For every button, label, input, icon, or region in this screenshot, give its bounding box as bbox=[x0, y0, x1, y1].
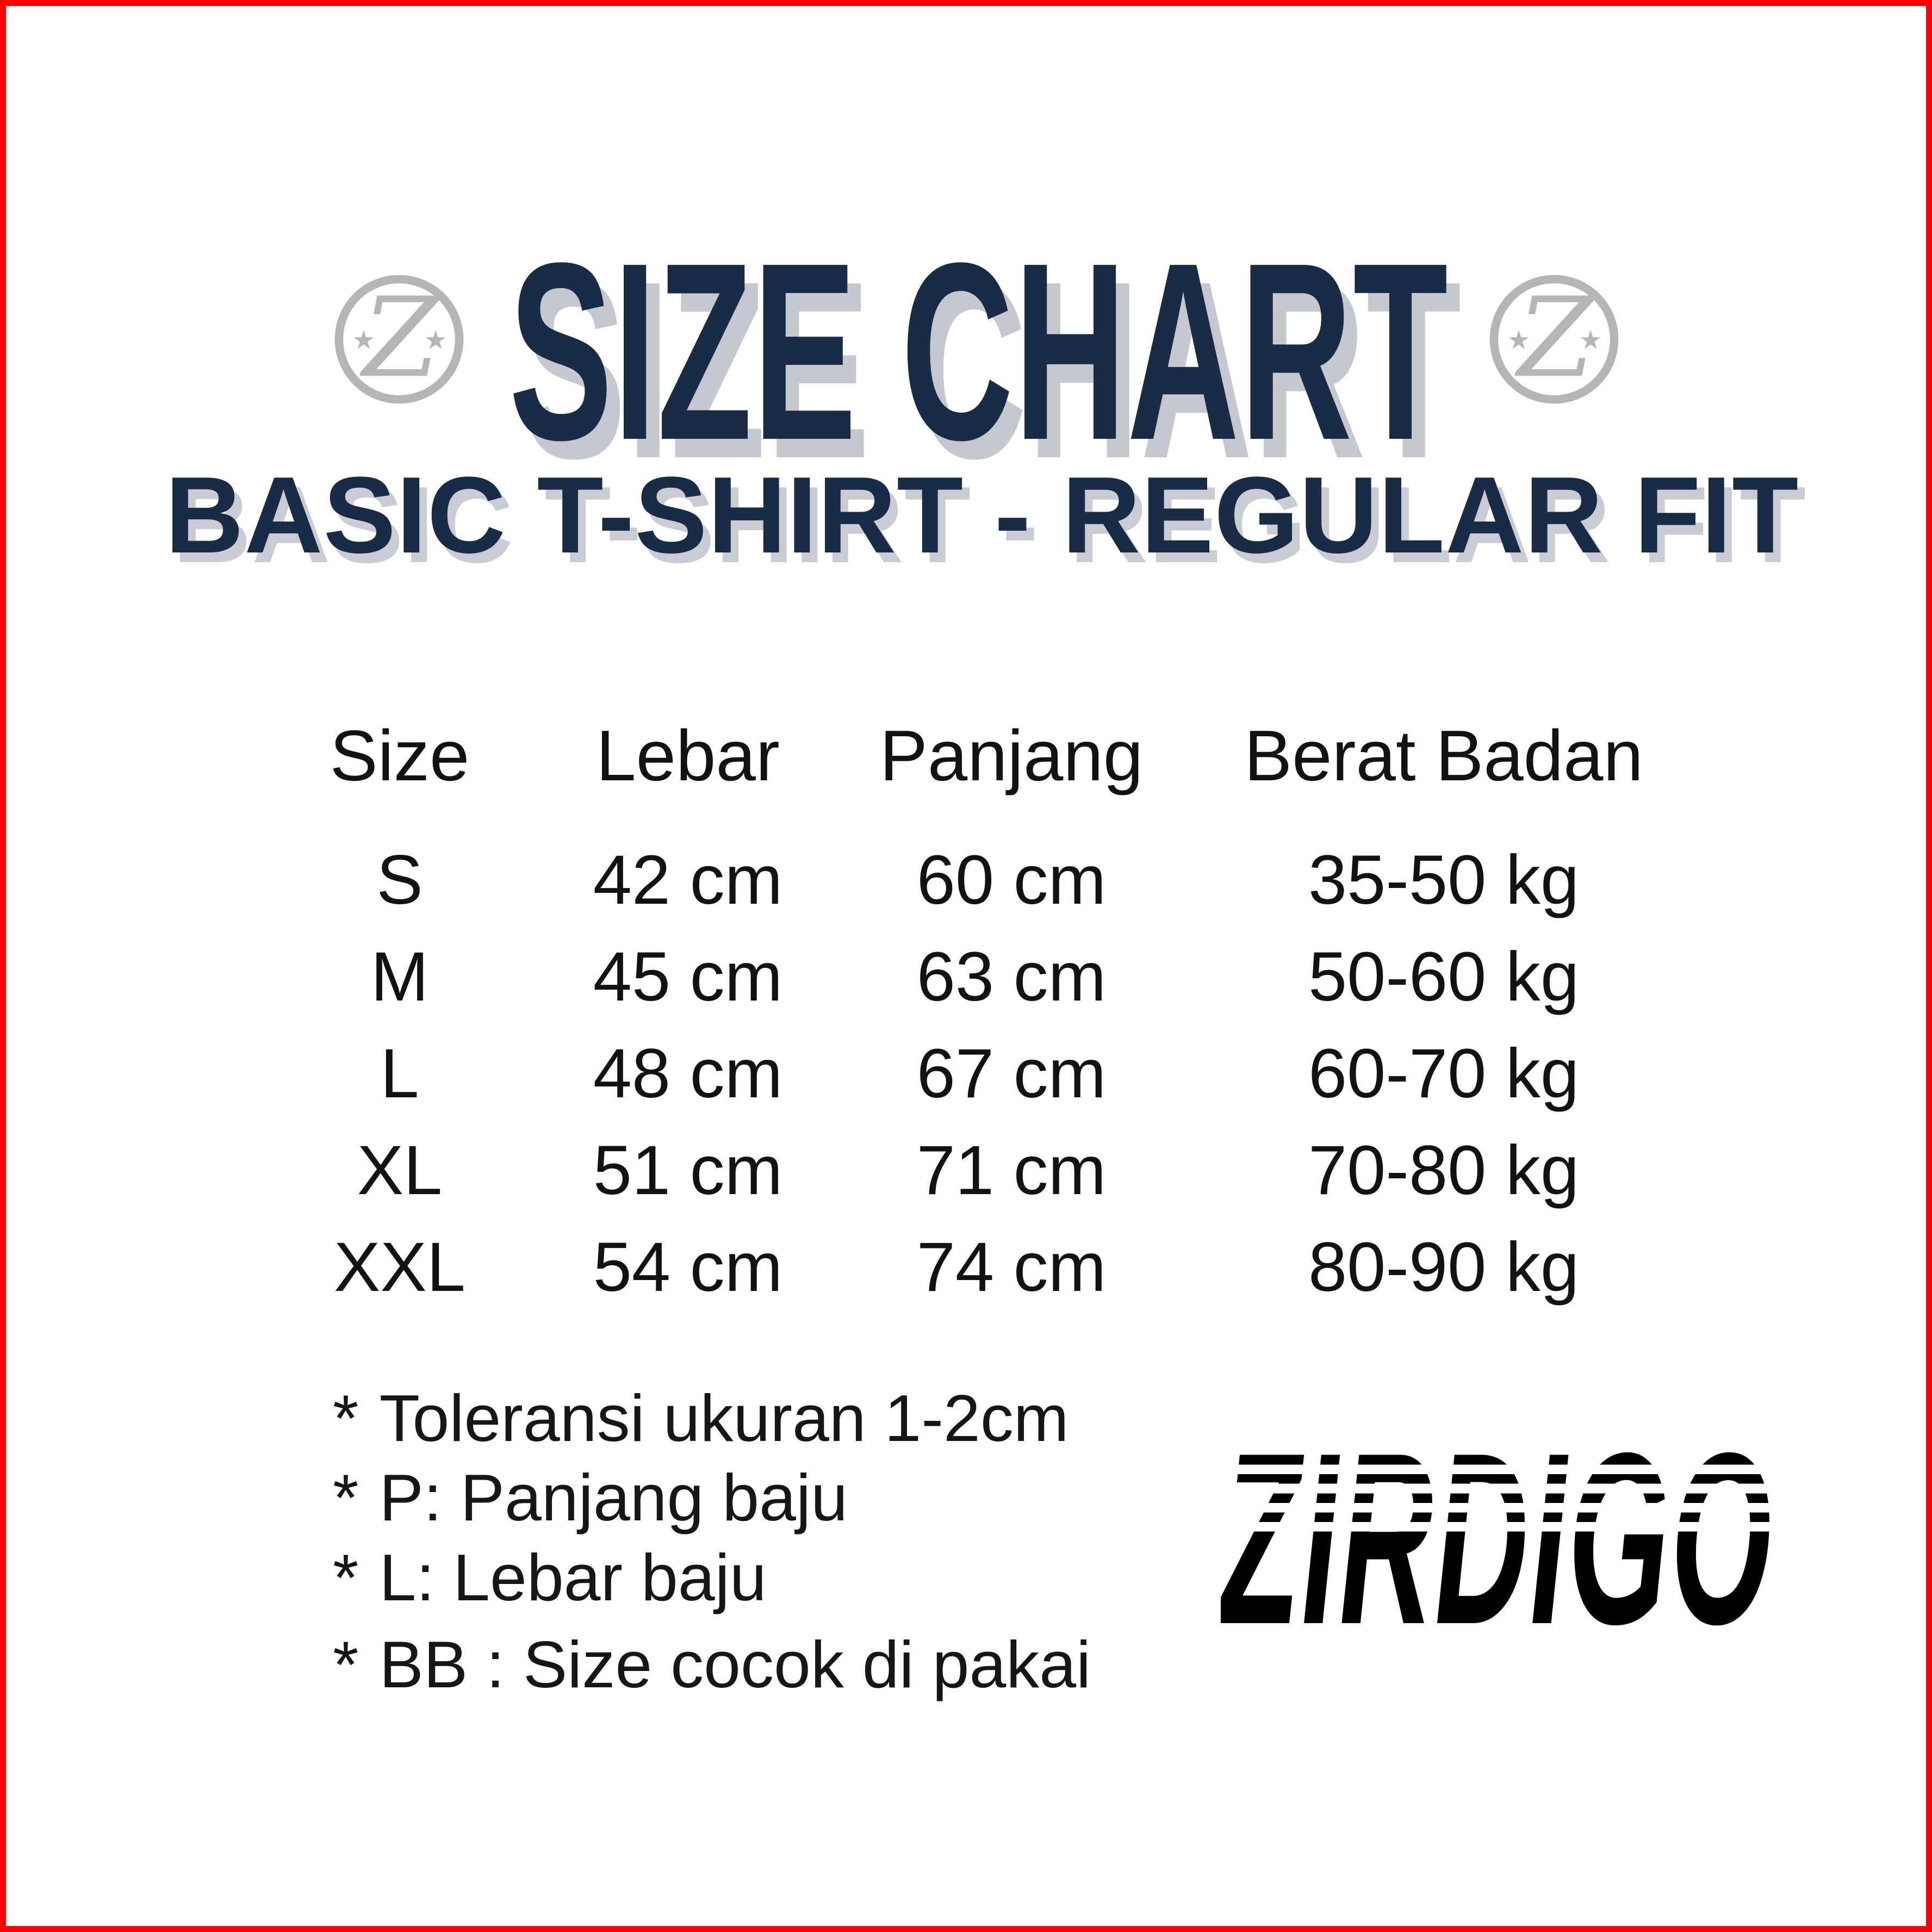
brand-z-badge-left: Z ★ ★ bbox=[334, 274, 464, 404]
table-cell-lebar: 45 cm bbox=[593, 938, 783, 1016]
note-line: * P: Panjang baju bbox=[333, 1459, 1091, 1536]
table-cell-lebar: 42 cm bbox=[593, 841, 783, 919]
size-table: Size Lebar Panjang Berat Badan S 42 cm 6… bbox=[247, 680, 1688, 1316]
table-cell-size: XXL bbox=[334, 1228, 465, 1306]
note-text: BB : Size cocok di pakai bbox=[379, 1627, 1091, 1701]
note-text: L: Lebar baju bbox=[379, 1540, 767, 1614]
asterisk-bullet: * bbox=[333, 1540, 359, 1614]
table-cell-berat: 80-90 kg bbox=[1308, 1228, 1580, 1306]
table-cell-panjang: 74 cm bbox=[916, 1228, 1107, 1306]
table-cell-size: S bbox=[376, 841, 423, 919]
z-monogram-icon: Z bbox=[359, 274, 441, 402]
note-text: Toleransi ukuran 1-2cm bbox=[379, 1381, 1069, 1455]
table-cell-lebar: 54 cm bbox=[593, 1228, 783, 1306]
table-cell-lebar: 51 cm bbox=[593, 1132, 783, 1209]
table-cell-panjang: 63 cm bbox=[916, 938, 1107, 1016]
brand-logo-zirdigo: ZIRDIGO bbox=[1221, 1402, 1773, 1675]
asterisk-bullet: * bbox=[333, 1461, 359, 1535]
table-cell-size: XL bbox=[357, 1132, 443, 1209]
page-title: SIZE CHART bbox=[508, 210, 1449, 493]
star-icon: ★ bbox=[1579, 326, 1602, 356]
table-cell-lebar: 48 cm bbox=[593, 1035, 783, 1113]
z-monogram-icon: Z bbox=[1514, 274, 1596, 402]
table-cell-panjang: 67 cm bbox=[916, 1035, 1107, 1113]
star-icon: ★ bbox=[352, 326, 376, 356]
star-icon: ★ bbox=[424, 326, 448, 356]
note-line: * Toleransi ukuran 1-2cm bbox=[333, 1380, 1091, 1456]
table-cell-berat: 50-60 kg bbox=[1308, 938, 1580, 1016]
table-header-panjang: Panjang bbox=[879, 716, 1144, 796]
asterisk-bullet: * bbox=[333, 1627, 359, 1701]
badge-ring bbox=[1489, 275, 1619, 404]
table-header-size: Size bbox=[330, 716, 470, 796]
table-cell-size: M bbox=[370, 938, 429, 1016]
table-cell-size: L bbox=[380, 1035, 419, 1113]
table-cell-panjang: 71 cm bbox=[916, 1132, 1107, 1209]
note-line: * BB : Size cocok di pakai bbox=[333, 1626, 1091, 1703]
table-header-lebar: Lebar bbox=[596, 716, 780, 796]
table-header-berat-badan: Berat Badan bbox=[1244, 716, 1643, 796]
table-cell-berat: 35-50 kg bbox=[1308, 841, 1580, 919]
page-subtitle: BASIC T-SHIRT - REGULAR FIT bbox=[165, 455, 1799, 576]
asterisk-bullet: * bbox=[333, 1381, 359, 1455]
badge-ring bbox=[334, 275, 464, 404]
star-icon: ★ bbox=[1507, 326, 1531, 356]
footnotes: * Toleransi ukuran 1-2cm * P: Panjang ba… bbox=[333, 1380, 1091, 1703]
table-cell-berat: 60-70 kg bbox=[1308, 1035, 1580, 1113]
note-text: P: Panjang baju bbox=[379, 1461, 848, 1535]
table-cell-panjang: 60 cm bbox=[916, 841, 1107, 919]
table-cell-berat: 70-80 kg bbox=[1308, 1132, 1580, 1209]
note-line: * L: Lebar baju bbox=[333, 1539, 1091, 1616]
brand-z-badge-right: Z ★ ★ bbox=[1489, 274, 1619, 404]
